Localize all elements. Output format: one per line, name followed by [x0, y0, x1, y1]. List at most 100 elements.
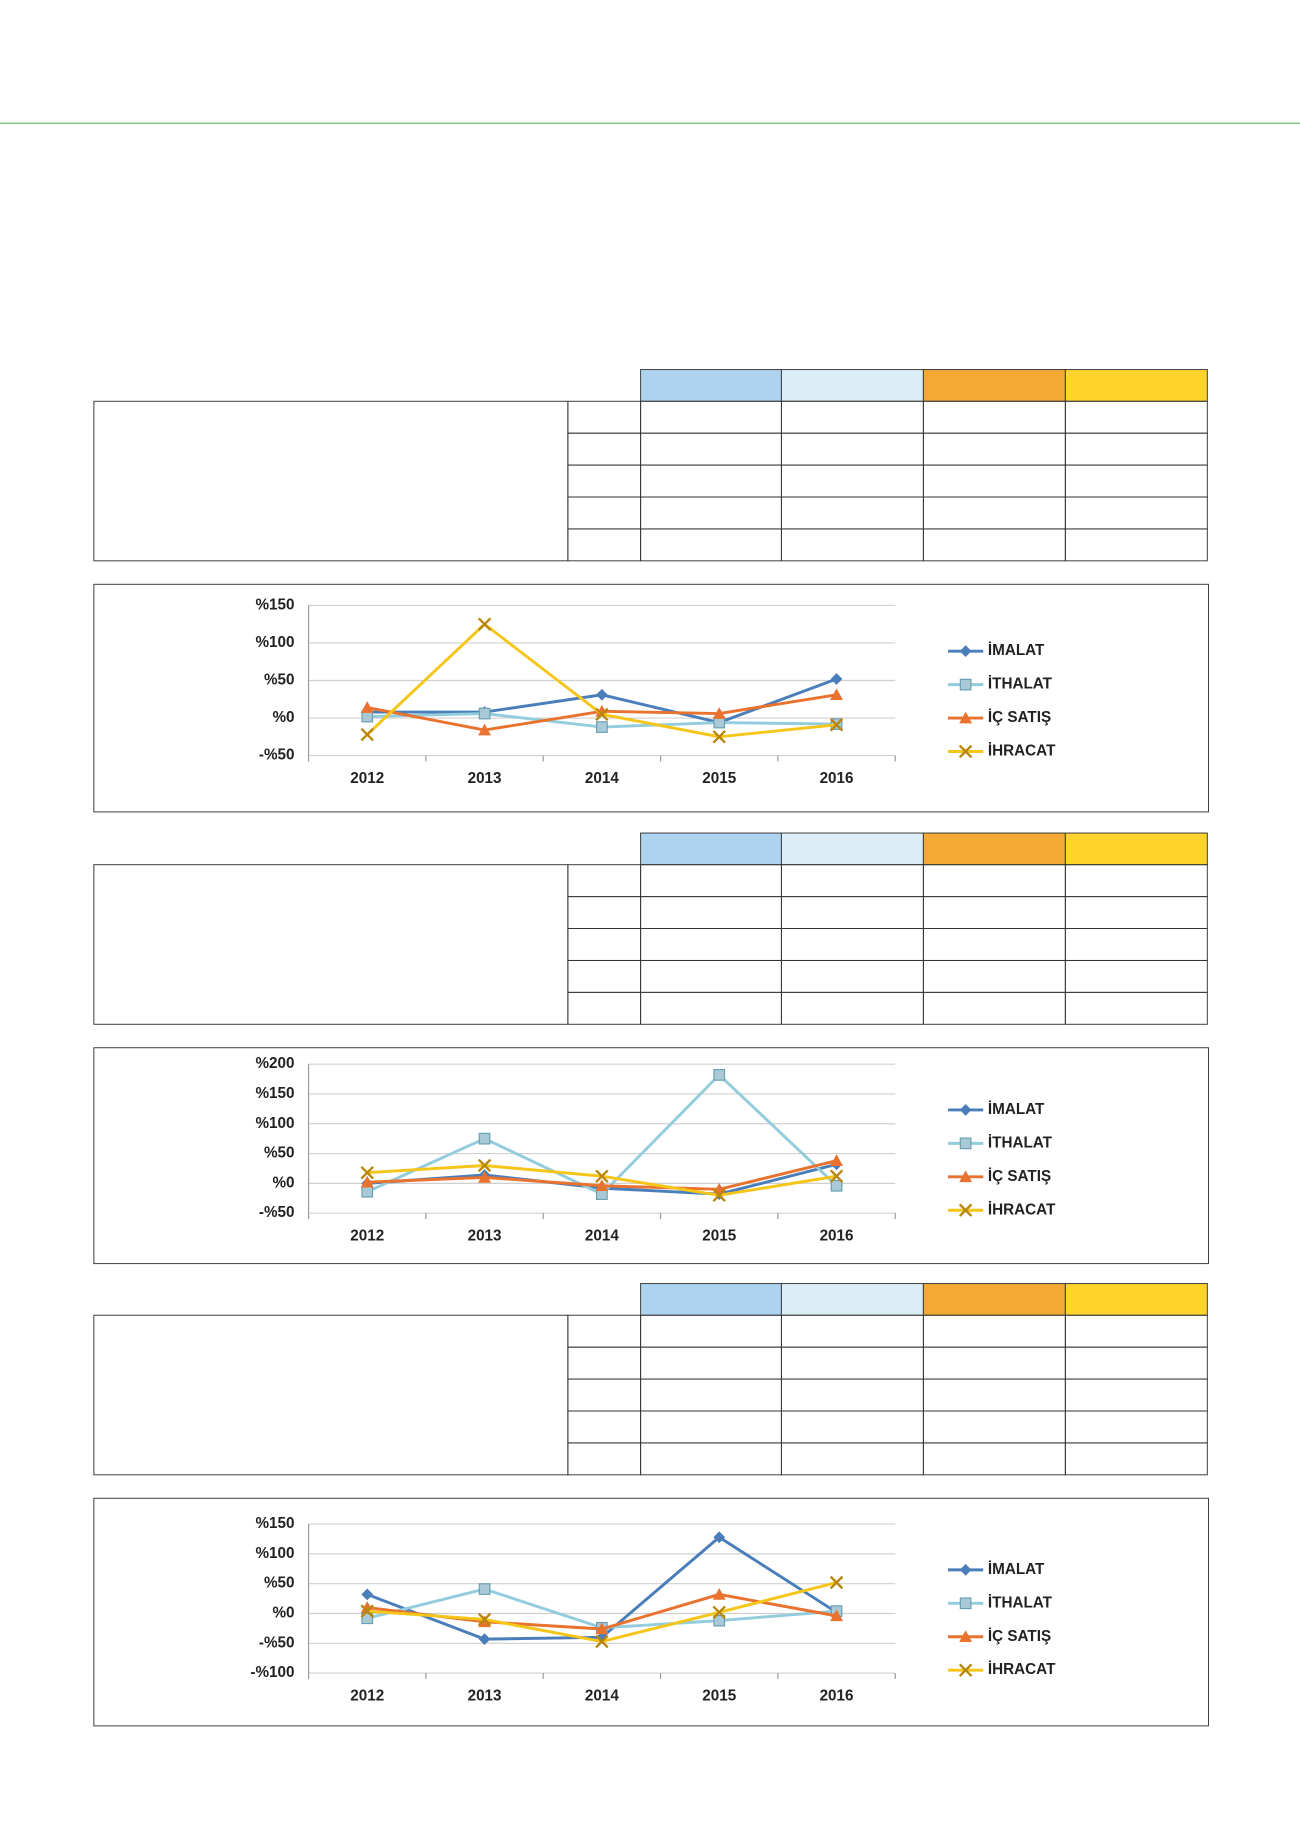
- legend-label: İMALAT: [988, 1561, 1045, 1578]
- marker: [595, 707, 609, 721]
- cell: [780, 432, 924, 466]
- y-tick-label: %100: [255, 1115, 294, 1132]
- marker: [959, 711, 973, 724]
- cell: [640, 1346, 782, 1380]
- cell: [1064, 1410, 1208, 1444]
- cell: [567, 464, 642, 498]
- y-tick-label: %100: [255, 1545, 294, 1562]
- table: [93, 832, 1208, 1025]
- label-cell: [93, 1314, 569, 1476]
- cell: [567, 1378, 642, 1412]
- cell: [1064, 864, 1208, 898]
- marker: [958, 1663, 973, 1677]
- cell: [1064, 400, 1208, 434]
- cell: [780, 991, 924, 1025]
- y-tick-label: %150: [255, 596, 294, 613]
- cell: [780, 464, 924, 498]
- x-tick-label: 2015: [702, 1228, 736, 1245]
- marker: [959, 645, 972, 658]
- header-cell: [780, 832, 924, 866]
- cell: [780, 1346, 924, 1380]
- cell: [1064, 928, 1208, 961]
- cell: [780, 400, 924, 434]
- cell: [1064, 1378, 1208, 1412]
- cell: [780, 928, 924, 961]
- marker: [712, 1587, 726, 1600]
- cell: [640, 959, 782, 993]
- marker: [830, 1179, 843, 1192]
- x-tick-label: 2016: [820, 1688, 854, 1705]
- cell: [780, 1314, 924, 1348]
- x-tick-label: 2013: [468, 1688, 502, 1705]
- cell: [567, 1410, 642, 1444]
- cell: [640, 1410, 782, 1444]
- legend-label: İTHALAT: [988, 1134, 1053, 1151]
- marker: [478, 723, 492, 736]
- marker: [360, 727, 374, 742]
- y-tick-label: %0: [272, 1605, 294, 1622]
- legend-label: İHRACAT: [988, 743, 1056, 760]
- cell: [922, 496, 1066, 530]
- legend-label: İTHALAT: [988, 676, 1053, 693]
- cell: [640, 528, 782, 562]
- chart-frame: [93, 583, 1209, 813]
- marker: [830, 673, 843, 685]
- marker: [595, 1179, 609, 1192]
- marker: [712, 730, 726, 744]
- chart: -%50 %0 %50 %100 %150 %200 2012 2013 2014 2015 201…: [93, 1047, 1209, 1265]
- cell: [567, 991, 642, 1025]
- header-cell: [640, 832, 782, 866]
- marker: [477, 1612, 492, 1627]
- marker: [596, 721, 608, 733]
- marker: [712, 1605, 726, 1619]
- marker: [829, 718, 844, 732]
- cell: [640, 496, 782, 530]
- y-tick-label: %150: [255, 1515, 294, 1532]
- cell: [922, 400, 1066, 434]
- header-cell: [922, 369, 1066, 402]
- x-tick-label: 2015: [702, 770, 736, 787]
- x-tick-label: 2014: [585, 1688, 619, 1705]
- table: [93, 369, 1208, 562]
- header-cell: [1064, 1283, 1208, 1316]
- y-tick-label: -%50: [259, 1634, 295, 1651]
- cell: [780, 496, 924, 530]
- cell: [567, 1442, 642, 1476]
- chart-frame: [93, 1497, 1209, 1727]
- cell: [922, 1410, 1066, 1444]
- cell: [922, 991, 1066, 1025]
- marker: [595, 1622, 609, 1635]
- y-tick-label: %50: [264, 1575, 295, 1592]
- cell: [1064, 959, 1208, 993]
- header-cell: [922, 1283, 1066, 1316]
- marker: [361, 1588, 374, 1601]
- legend-label: İHRACAT: [988, 1201, 1056, 1218]
- marker: [478, 1633, 491, 1645]
- cell: [1064, 464, 1208, 498]
- x-tick-label: 2012: [350, 770, 384, 787]
- cell: [640, 1442, 782, 1476]
- marker: [477, 617, 492, 631]
- cell: [567, 1346, 642, 1380]
- marker: [360, 1175, 374, 1188]
- legend-label: İHRACAT: [988, 1661, 1056, 1678]
- cell: [922, 928, 1066, 961]
- marker: [830, 688, 844, 701]
- cell: [640, 400, 782, 434]
- cell: [640, 464, 782, 498]
- cell: [780, 896, 924, 930]
- cell: [922, 1314, 1066, 1348]
- marker: [361, 1185, 374, 1198]
- marker: [478, 1170, 492, 1183]
- y-tick-label: %50: [264, 1145, 295, 1162]
- marker: [713, 716, 726, 729]
- x-tick-label: 2013: [468, 770, 502, 787]
- header-cell: [922, 832, 1066, 866]
- cell: [922, 464, 1066, 498]
- cell: [640, 991, 782, 1025]
- cell: [640, 896, 782, 930]
- y-tick-label: %0: [272, 1174, 294, 1191]
- cell: [780, 1410, 924, 1444]
